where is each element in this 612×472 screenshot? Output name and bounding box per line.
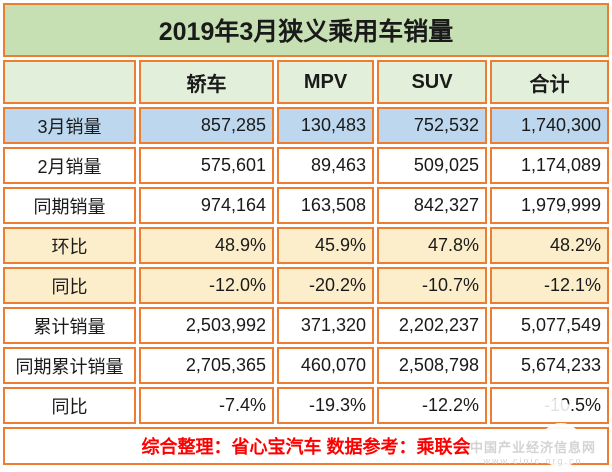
cell-value: 2,202,237 [377,307,487,344]
header-row: 轿车 MPV SUV 合计 [3,60,610,104]
cell-value: 89,463 [277,147,374,184]
cell-value: -19.3% [277,387,374,424]
cell-value: 163,508 [277,187,374,224]
cell-value: 1,174,089 [490,147,610,184]
row-label: 2月销量 [3,147,136,184]
cell-value: -12.0% [139,267,274,304]
column-header-total: 合计 [490,60,610,104]
cell-value: 2,503,992 [139,307,274,344]
cell-value: 130,483 [277,107,374,144]
row-label: 同期销量 [3,187,136,224]
cell-value: 371,320 [277,307,374,344]
cell-value: 509,025 [377,147,487,184]
column-header-mpv: MPV [277,60,374,104]
footer-row: 综合整理：省心宝汽车 数据参考：乘联会 [3,427,610,465]
table-row: 同比 -7.4% -19.3% -12.2% -10.5% [3,387,610,424]
column-header-blank [3,60,136,104]
row-label: 累计销量 [3,307,136,344]
cell-value: 2,508,798 [377,347,487,384]
cell-value: -12.2% [377,387,487,424]
table-row: 2月销量 575,601 89,463 509,025 1,174,089 [3,147,610,184]
cell-value: -10.7% [377,267,487,304]
source-note: 综合整理：省心宝汽车 数据参考：乘联会 [3,427,610,465]
cell-value: -10.5% [490,387,610,424]
cell-value: 842,327 [377,187,487,224]
cell-value: -7.4% [139,387,274,424]
table-row: 3月销量 857,285 130,483 752,532 1,740,300 [3,107,610,144]
cell-value: 48.2% [490,227,610,264]
cell-value: 752,532 [377,107,487,144]
cell-value: 1,979,999 [490,187,610,224]
column-header-sedan: 轿车 [139,60,274,104]
column-header-suv: SUV [377,60,487,104]
row-label: 同比 [3,387,136,424]
table-row: 同期销量 974,164 163,508 842,327 1,979,999 [3,187,610,224]
table-row: 同比 -12.0% -20.2% -10.7% -12.1% [3,267,610,304]
row-label: 环比 [3,227,136,264]
cell-value: 857,285 [139,107,274,144]
cell-value: 48.9% [139,227,274,264]
page-title: 2019年3月狭义乘用车销量 [3,3,610,57]
table-row: 环比 48.9% 45.9% 47.8% 48.2% [3,227,610,264]
cell-value: 974,164 [139,187,274,224]
cell-value: 47.8% [377,227,487,264]
cell-value: 5,674,233 [490,347,610,384]
row-label: 同期累计销量 [3,347,136,384]
table-row: 累计销量 2,503,992 371,320 2,202,237 5,077,5… [3,307,610,344]
cell-value: 575,601 [139,147,274,184]
table-row: 同期累计销量 2,705,365 460,070 2,508,798 5,674… [3,347,610,384]
row-label: 同比 [3,267,136,304]
cell-value: -20.2% [277,267,374,304]
cell-value: 1,740,300 [490,107,610,144]
cell-value: 2,705,365 [139,347,274,384]
cell-value: 45.9% [277,227,374,264]
cell-value: 460,070 [277,347,374,384]
cell-value: 5,077,549 [490,307,610,344]
row-label: 3月销量 [3,107,136,144]
cell-value: -12.1% [490,267,610,304]
title-row: 2019年3月狭义乘用车销量 [3,3,610,57]
